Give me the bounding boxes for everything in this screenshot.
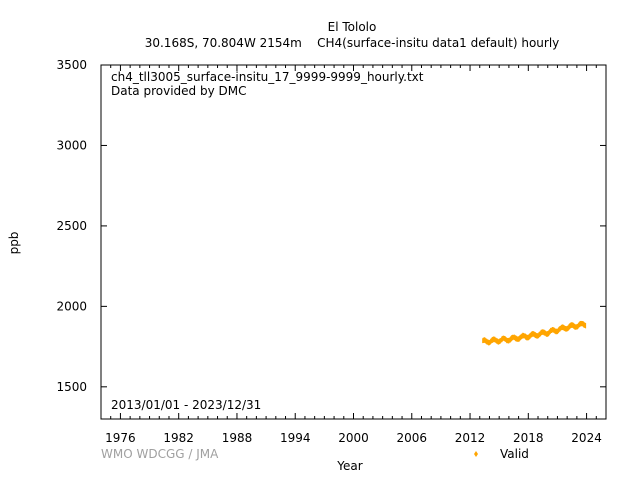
x-tick-label: 2012: [455, 431, 486, 445]
chart-title: El Tololo: [328, 20, 377, 34]
period-annotation: 2013/01/01 - 2023/12/31: [111, 398, 261, 412]
x-axis: 1976 1982 1988 1994 2000 2006 2012 2018 2024: [100, 65, 607, 445]
x-tick-label: 2000: [338, 431, 369, 445]
y-tick-label: 3500: [56, 58, 87, 72]
x-tick-label: 2024: [571, 431, 602, 445]
x-tick-label: 2018: [513, 431, 544, 445]
x-tick-label: 2006: [396, 431, 427, 445]
y-tick-label: 2500: [56, 219, 87, 233]
series-valid: [482, 320, 587, 346]
provider-annotation: Data provided by DMC: [111, 84, 246, 98]
credit-text: WMO WDCGG / JMA: [101, 447, 219, 461]
x-tick-label: 1988: [222, 431, 253, 445]
plot-frame: [100, 64, 607, 420]
y-axis-label: ppb: [7, 232, 21, 255]
y-axis: 1500 2000 2500 3000 3500: [56, 58, 606, 394]
file-name-annotation: ch4_tll3005_surface-insitu_17_9999-9999_…: [111, 70, 424, 84]
x-tick-label: 1982: [163, 431, 194, 445]
x-tick-label: 1976: [105, 431, 136, 445]
y-tick-label: 2000: [56, 299, 87, 313]
x-tick-label: 1994: [280, 431, 311, 445]
legend-label: Valid: [500, 447, 529, 461]
series-layer: [482, 320, 587, 346]
x-axis-label: Year: [336, 459, 362, 473]
chart-subtitle: 30.168S, 70.804W 2154m CH4(surface-insit…: [145, 36, 560, 50]
y-tick-label: 3000: [56, 138, 87, 152]
legend-marker: [474, 451, 478, 457]
y-tick-label: 1500: [56, 380, 87, 394]
legend: Valid: [474, 447, 529, 461]
